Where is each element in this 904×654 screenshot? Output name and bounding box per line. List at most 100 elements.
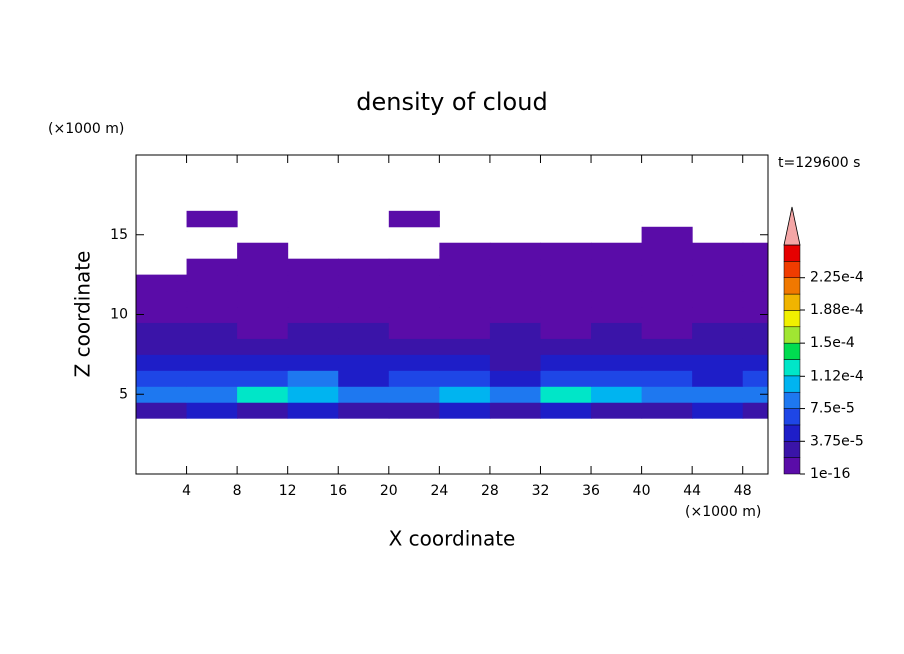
contour-cell bbox=[742, 306, 768, 323]
contour-cell bbox=[439, 402, 491, 419]
contour-cell bbox=[489, 402, 541, 419]
contour-cell bbox=[540, 402, 592, 419]
contour-cell bbox=[186, 354, 238, 371]
contour-cell bbox=[591, 242, 643, 260]
contour-cell bbox=[186, 290, 238, 308]
contour-cell bbox=[540, 338, 592, 355]
contour-cell bbox=[136, 370, 188, 387]
contour-cell bbox=[237, 354, 289, 371]
contour-cell bbox=[237, 338, 289, 355]
contour-cell bbox=[287, 338, 339, 355]
contour-cell bbox=[692, 338, 744, 355]
colorbar-tick-label: 1.12e-4 bbox=[810, 368, 864, 384]
contour-cell bbox=[489, 322, 541, 339]
contour-cell bbox=[237, 306, 289, 323]
x-tick-label: 28 bbox=[481, 483, 499, 499]
contour-cell bbox=[742, 258, 768, 276]
contour-cell bbox=[641, 322, 693, 339]
contour-cell bbox=[388, 322, 440, 339]
contour-cell bbox=[338, 258, 390, 276]
contour-cell bbox=[540, 306, 592, 323]
contour-cell bbox=[641, 354, 693, 371]
contour-cell bbox=[692, 402, 744, 419]
y-tick-label: 10 bbox=[110, 307, 128, 323]
colorbar-band bbox=[783, 310, 801, 328]
y-axis-title: Z coordinate bbox=[71, 251, 95, 378]
time-label: t=129600 s bbox=[778, 155, 860, 171]
contour-cell bbox=[692, 322, 744, 339]
contour-cell bbox=[136, 354, 188, 371]
contour-cell bbox=[641, 402, 693, 419]
contour-field bbox=[136, 210, 768, 419]
contour-cell bbox=[540, 322, 592, 339]
contour-cell bbox=[287, 402, 339, 419]
contour-cell bbox=[287, 370, 339, 387]
x-tick-label: 48 bbox=[734, 483, 752, 499]
contour-cell bbox=[237, 242, 289, 260]
x-tick-label: 36 bbox=[582, 483, 600, 499]
colorbar-band bbox=[783, 441, 801, 458]
contour-cell bbox=[641, 290, 693, 308]
contour-cell bbox=[186, 338, 238, 355]
contour-cell bbox=[388, 290, 440, 308]
contour-cell bbox=[186, 306, 238, 323]
y-tick-label: 5 bbox=[119, 386, 128, 402]
colorbar-tick-label: 7.5e-5 bbox=[810, 401, 855, 417]
contour-cell bbox=[388, 370, 440, 387]
contour-cell bbox=[540, 370, 592, 387]
contour-cell bbox=[692, 258, 744, 276]
contour-cell bbox=[237, 322, 289, 339]
colorbar-tick-label: 3.75e-5 bbox=[810, 433, 864, 449]
contour-cell bbox=[338, 386, 390, 403]
contour-cell bbox=[186, 274, 238, 292]
colorbar-band bbox=[783, 277, 801, 295]
contour-cell bbox=[439, 370, 491, 387]
x-tick-label: 12 bbox=[279, 483, 297, 499]
contour-cell bbox=[692, 354, 744, 371]
contour-cell bbox=[237, 274, 289, 292]
contour-cell bbox=[136, 290, 188, 308]
contour-cell bbox=[641, 274, 693, 292]
contour-cell bbox=[489, 242, 541, 260]
x-tick-label: 20 bbox=[380, 483, 398, 499]
y-tick-label: 15 bbox=[110, 227, 128, 243]
contour-cell bbox=[641, 338, 693, 355]
contour-cell bbox=[136, 274, 188, 292]
contour-cell bbox=[692, 370, 744, 387]
colorbar-over-triangle bbox=[783, 206, 801, 246]
contour-cell bbox=[742, 338, 768, 355]
x-tick-label: 8 bbox=[233, 483, 242, 499]
contour-cell bbox=[136, 402, 188, 419]
contour-cell bbox=[287, 258, 339, 276]
contour-cell bbox=[540, 242, 592, 260]
contour-cell bbox=[641, 226, 693, 244]
contour-cell bbox=[591, 290, 643, 308]
contour-cell bbox=[641, 242, 693, 260]
contour-cell bbox=[237, 290, 289, 308]
contour-cell bbox=[237, 402, 289, 419]
contour-cell bbox=[186, 258, 238, 276]
contour-cell bbox=[237, 370, 289, 387]
contour-cell bbox=[540, 354, 592, 371]
colorbar-band bbox=[783, 342, 801, 360]
contour-cell bbox=[388, 386, 440, 403]
contour-cell bbox=[591, 322, 643, 339]
contour-cell bbox=[287, 306, 339, 323]
contour-cell bbox=[742, 386, 768, 403]
contour-cell bbox=[641, 306, 693, 323]
contour-cell bbox=[591, 274, 643, 292]
contour-cell bbox=[641, 370, 693, 387]
contour-cell bbox=[237, 258, 289, 276]
contour-cell bbox=[692, 274, 744, 292]
contour-cell bbox=[591, 386, 643, 403]
contour-cell bbox=[540, 290, 592, 308]
contour-cell bbox=[338, 338, 390, 355]
contour-cell bbox=[742, 402, 768, 419]
contour-cell bbox=[338, 290, 390, 308]
contour-cell bbox=[489, 354, 541, 371]
contour-cell bbox=[439, 274, 491, 292]
contour-cell bbox=[136, 338, 188, 355]
contour-cell bbox=[489, 258, 541, 276]
colorbar-band bbox=[783, 261, 801, 278]
contour-cell bbox=[641, 258, 693, 276]
